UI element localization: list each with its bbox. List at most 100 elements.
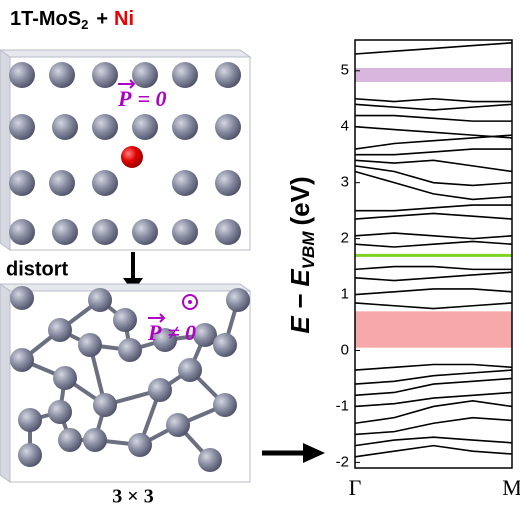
band [354, 170, 513, 201]
atom [88, 288, 112, 312]
slab-top [0, 283, 252, 292]
band [354, 41, 513, 55]
band [354, 400, 513, 425]
band-chart: -2 -1 0 1 2 3 4 5 Γ M [336, 39, 520, 500]
band [354, 165, 513, 187]
atom [215, 62, 241, 88]
band [354, 212, 513, 220]
atom [178, 358, 202, 382]
atom [132, 219, 158, 245]
atom [18, 443, 42, 467]
ylabel-sub: VBM [299, 231, 318, 270]
atom [53, 366, 77, 390]
atom [48, 318, 72, 342]
atom [49, 170, 75, 196]
atom [92, 170, 118, 196]
atom [93, 393, 117, 417]
band [354, 240, 513, 248]
atom [215, 114, 241, 140]
atom [48, 400, 72, 424]
band [355, 204, 512, 212]
formula: 1T-MoS [10, 8, 81, 30]
header: 1T-MoS2 + Ni [10, 8, 134, 32]
atom [18, 408, 42, 432]
atom [10, 348, 34, 372]
y-tick-label: 2 [341, 230, 349, 247]
y-tick-label: -2 [336, 453, 349, 470]
x-tick-label: Γ [349, 475, 362, 500]
atom [49, 62, 75, 88]
y-tick-label: -1 [336, 397, 349, 414]
atom [78, 333, 102, 357]
y-tick-label: 1 [341, 286, 349, 303]
y-tick-label: 5 [341, 62, 349, 79]
ni-atom [121, 146, 143, 168]
atom [52, 219, 78, 245]
atoms [9, 62, 241, 245]
slab-top [0, 49, 252, 58]
atom [172, 170, 198, 196]
band [354, 134, 513, 150]
atom [215, 219, 241, 245]
atom [148, 378, 172, 402]
band [354, 265, 512, 271]
atom [198, 448, 222, 472]
atom [9, 62, 35, 88]
vector-arrow [148, 313, 166, 323]
band [354, 232, 513, 240]
atom [215, 170, 241, 196]
element: Ni [114, 8, 134, 30]
atom [83, 428, 107, 452]
ylabel-unit: (eV) [285, 176, 315, 225]
subscript: 2 [81, 17, 88, 32]
atom [113, 308, 137, 332]
polarization: P ≠ 0 [147, 320, 196, 345]
atom [166, 413, 190, 437]
band [355, 148, 512, 156]
atom [52, 114, 78, 140]
band [354, 97, 512, 103]
relation: ≠ 0 [167, 320, 196, 345]
band [354, 103, 513, 111]
symbol: P [147, 320, 162, 345]
atom [193, 323, 217, 347]
gap-span [355, 67, 512, 82]
atom [172, 62, 198, 88]
atom [172, 114, 198, 140]
band [354, 444, 513, 458]
band [354, 416, 513, 436]
atom [132, 62, 158, 88]
atom [9, 114, 35, 140]
vector-arrow [118, 79, 136, 89]
atom [58, 428, 82, 452]
atoms [10, 286, 250, 472]
polarization: P = 0 [117, 86, 167, 111]
atom [213, 393, 237, 417]
atom [92, 62, 118, 88]
band [354, 302, 513, 310]
atom [213, 333, 237, 357]
atom [172, 219, 198, 245]
y-tick-label: 4 [341, 118, 349, 135]
band [354, 159, 513, 173]
out-of-plane [182, 294, 198, 310]
slab-side [0, 283, 11, 483]
ylabel-main: E − E [285, 269, 315, 334]
atom [118, 338, 142, 362]
plus: + [96, 8, 108, 30]
band [354, 391, 513, 408]
band [354, 436, 513, 447]
atom [9, 219, 35, 245]
out-of-plane-dot [188, 300, 192, 304]
atom [9, 170, 35, 196]
gap-span [355, 311, 512, 348]
atom [226, 288, 250, 312]
atom [132, 114, 158, 140]
supercell-label: 3 × 3 [112, 486, 153, 508]
band [355, 114, 512, 122]
y-tick-label: 0 [341, 341, 349, 358]
plot-frame [354, 39, 513, 469]
atom [92, 114, 118, 140]
slab-side [0, 49, 11, 251]
